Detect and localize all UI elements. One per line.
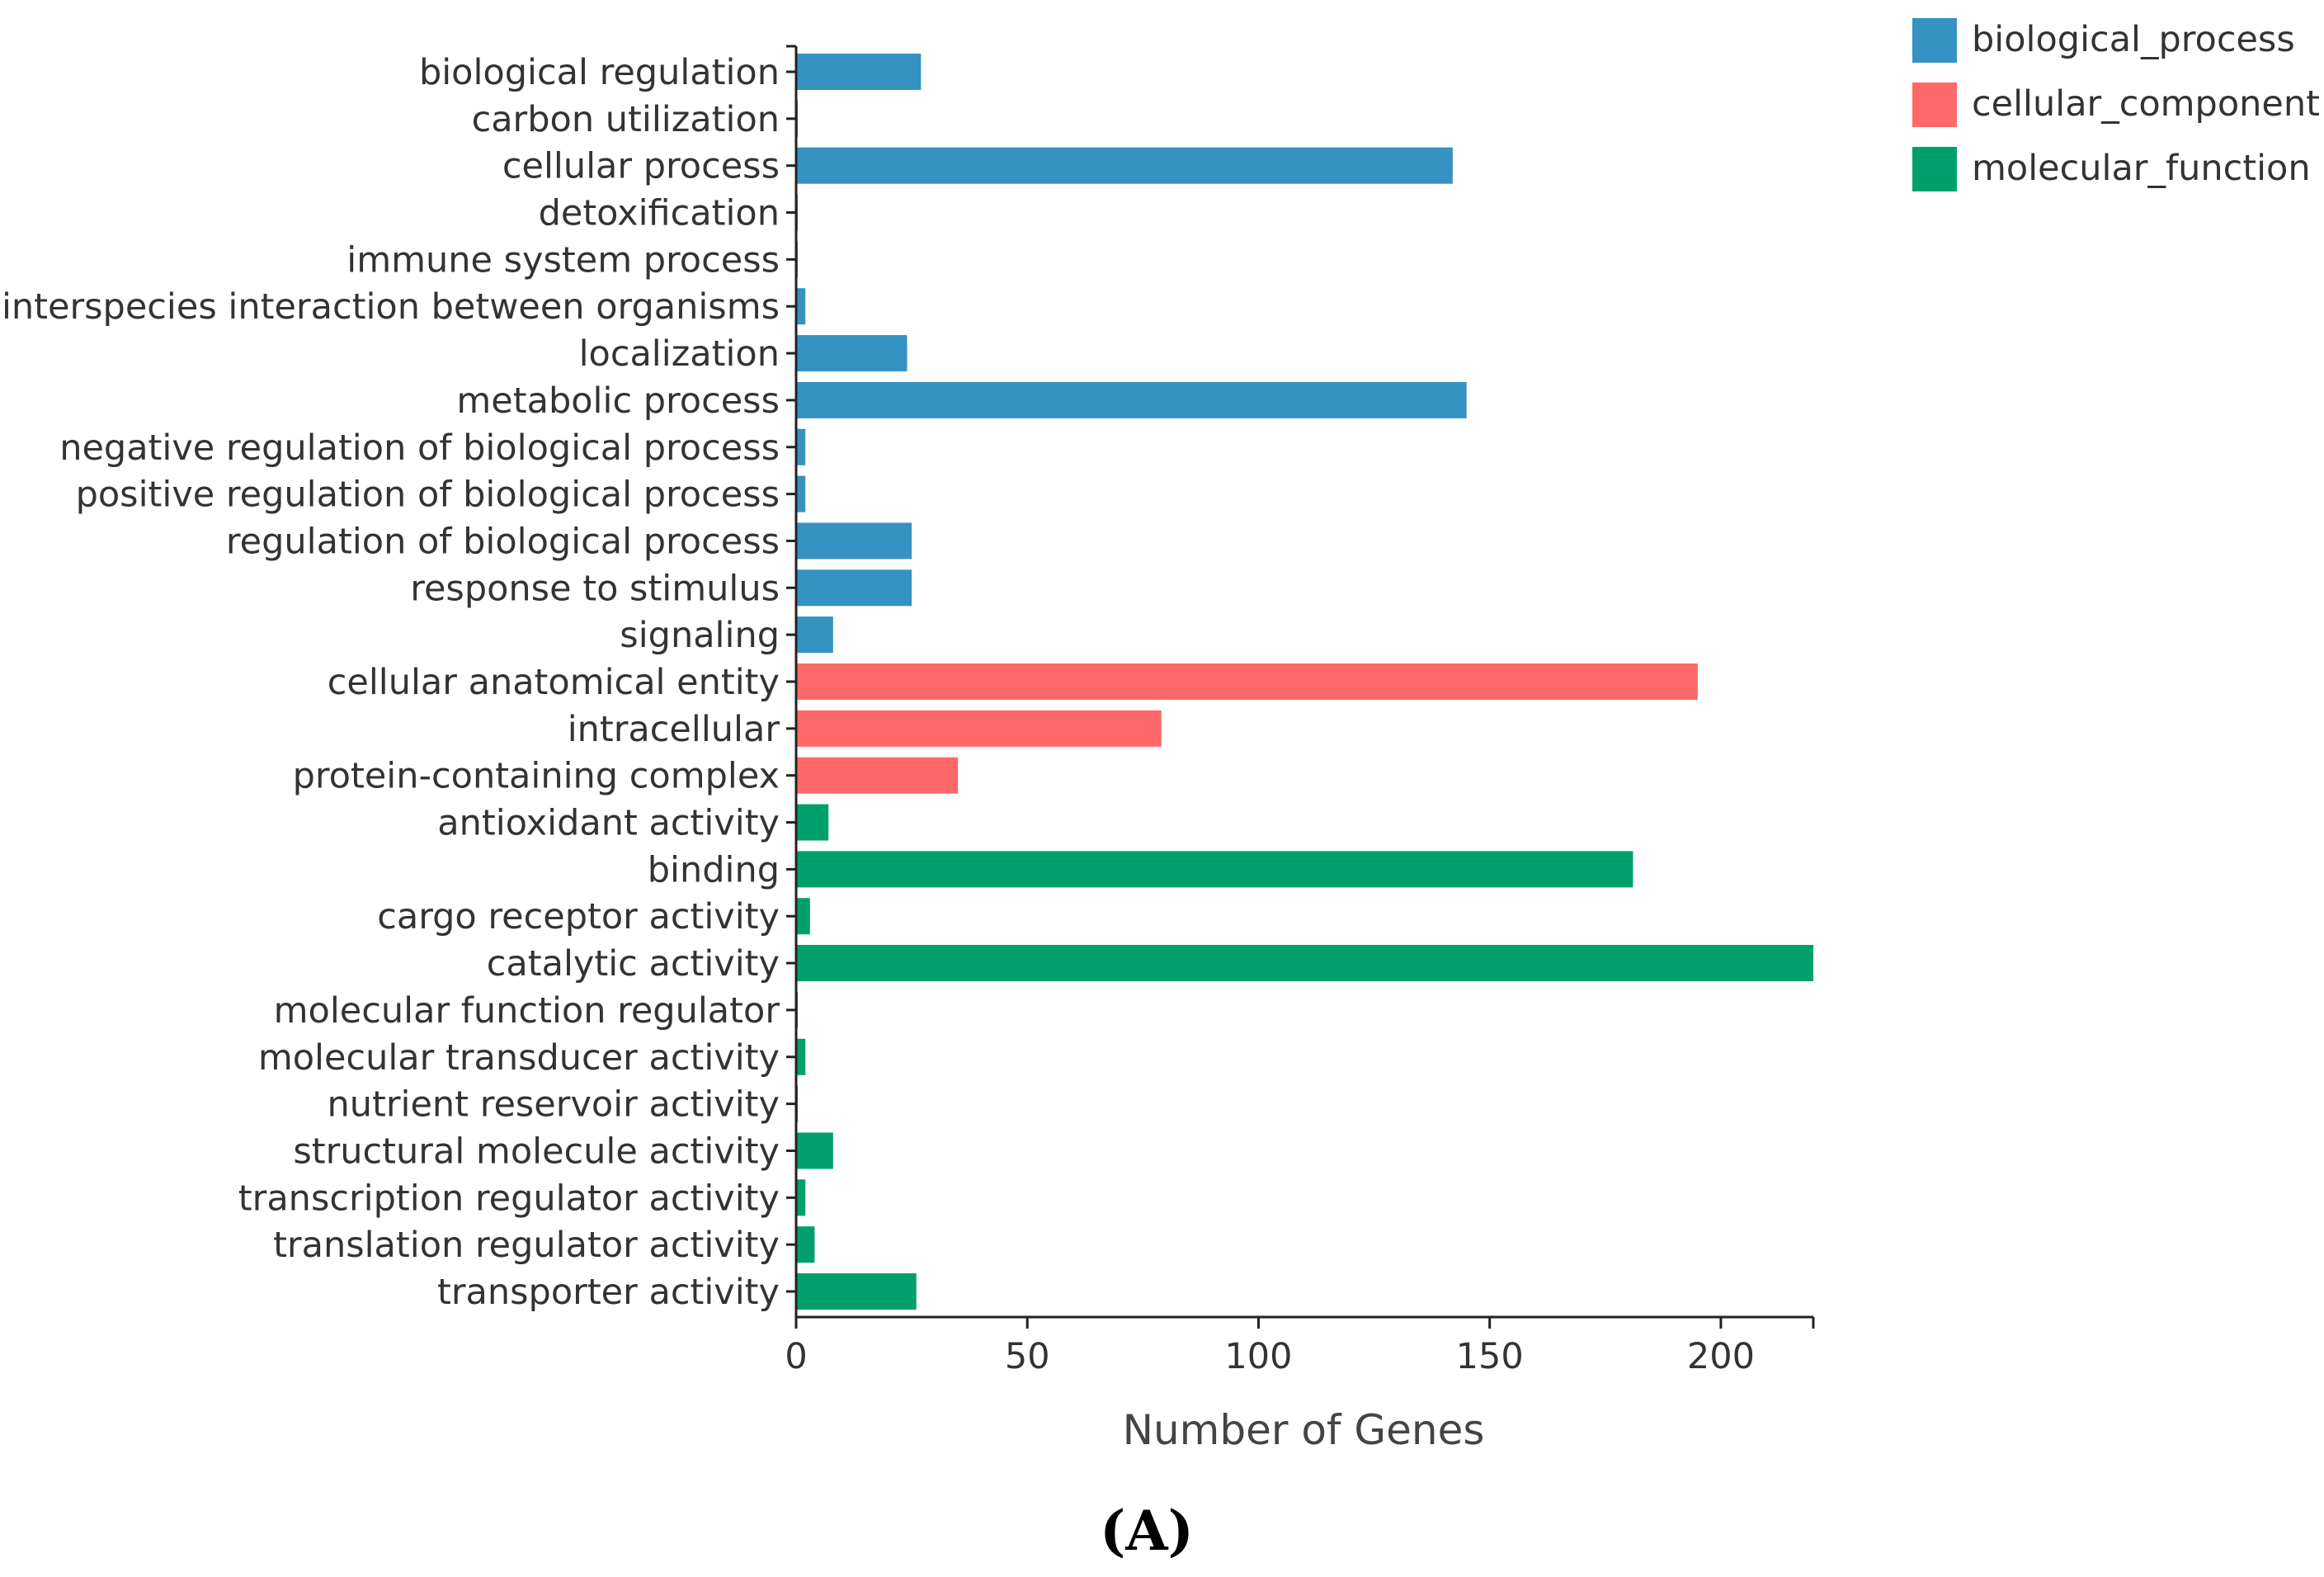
bar-transcription-regulator-activity [796, 1179, 806, 1216]
bar-binding [796, 851, 1633, 888]
category-label-regulation-of-biological-process: regulation of biological process [226, 521, 780, 562]
bar-structural-molecule-activity [796, 1132, 833, 1169]
bar-positive-regulation-of-biological-process [796, 475, 806, 512]
bar-signaling [796, 616, 833, 654]
bar-catalytic-activity [796, 945, 1813, 982]
axes [794, 46, 1813, 1319]
category-label-negative-regulation-of-biological-process: negative regulation of biological proces… [59, 427, 780, 469]
bar-metabolic-process [796, 381, 1467, 418]
category-label-molecular-function-regulator: molecular function regulator [274, 990, 780, 1032]
category-label-transcription-regulator-activity: transcription regulator activity [238, 1178, 780, 1219]
x-tick-label-0: 0 [785, 1336, 807, 1377]
category-label-structural-molecule-activity: structural molecule activity [293, 1131, 780, 1172]
x-tick-label-100: 100 [1224, 1336, 1292, 1377]
bar-cellular-process [796, 147, 1453, 184]
bar-transporter-activity [796, 1273, 917, 1310]
category-label-positive-regulation-of-biological-process: positive regulation of biological proces… [76, 475, 780, 516]
x-tick-label-200: 200 [1687, 1336, 1755, 1377]
category-label-transporter-activity: transporter activity [437, 1272, 780, 1313]
legend-swatch-molecular-function [1912, 147, 1957, 191]
category-label-binding: binding [648, 849, 780, 890]
x-axis-title: Number of Genes [1123, 1406, 1485, 1454]
panel-label: (A) [1100, 1499, 1194, 1563]
bar-interspecies-interaction-between-organisms [796, 288, 806, 325]
category-label-intracellular: intracellular [568, 709, 780, 750]
bar-protein-containing-complex [796, 757, 959, 794]
bar-intracellular [796, 710, 1162, 747]
legend-label-molecular-function: molecular_function [1972, 148, 2311, 189]
category-label-cellular-process: cellular process [502, 146, 780, 187]
bar-response-to-stimulus [796, 569, 912, 607]
category-label-antioxidant-activity: antioxidant activity [437, 803, 780, 844]
legend-label-biological-process: biological_process [1972, 19, 2295, 60]
bar-cellular-anatomical-entity [796, 663, 1698, 700]
legend-swatch-cellular-component [1912, 83, 1957, 127]
category-label-metabolic-process: metabolic process [456, 380, 780, 422]
bar-localization [796, 335, 907, 372]
bar-cargo-receptor-activity [796, 898, 810, 935]
category-labels: biological regulation carbon utilization c… [2, 52, 796, 1313]
category-label-translation-regulator-activity: translation regulator activity [273, 1225, 780, 1266]
bar-biological-regulation [796, 54, 922, 90]
legend-swatch-biological-process [1912, 18, 1957, 63]
bars-layer [796, 54, 1813, 1310]
x-tick-label-50: 50 [1005, 1336, 1050, 1377]
category-label-protein-containing-complex: protein-containing complex [293, 756, 780, 797]
category-label-immune-system-process: immune system process [346, 239, 780, 281]
category-label-signaling: signaling [620, 615, 780, 656]
bar-molecular-transducer-activity [796, 1038, 806, 1075]
x-axis-ticks: 0 50 100 150 200 [785, 45, 1815, 1377]
category-label-carbon-utilization: carbon utilization [472, 99, 780, 140]
category-label-response-to-stimulus: response to stimulus [410, 568, 780, 609]
category-label-localization: localization [579, 333, 780, 375]
category-label-cargo-receptor-activity: cargo receptor activity [377, 896, 780, 937]
legend-label-cellular-component: cellular_component [1972, 83, 2320, 125]
legend: biological_process cellular_componentmole… [1912, 18, 2320, 191]
bar-regulation-of-biological-process [796, 522, 912, 560]
bar-translation-regulator-activity [796, 1226, 815, 1263]
category-label-cellular-anatomical-entity: cellular anatomical entity [328, 662, 780, 703]
bar-antioxidant-activity [796, 804, 829, 841]
category-label-molecular-transducer-activity: molecular transducer activity [258, 1037, 780, 1079]
category-label-detoxification: detoxification [539, 193, 780, 234]
x-tick-label-150: 150 [1456, 1336, 1524, 1377]
category-label-nutrient-reservoir-activity: nutrient reservoir activity [327, 1084, 780, 1126]
category-label-catalytic-activity: catalytic activity [487, 943, 780, 984]
bar-negative-regulation-of-biological-process [796, 428, 806, 465]
category-label-biological-regulation: biological regulation [419, 52, 780, 93]
category-label-interspecies-interaction-between-organisms: interspecies interaction between organis… [2, 286, 780, 328]
